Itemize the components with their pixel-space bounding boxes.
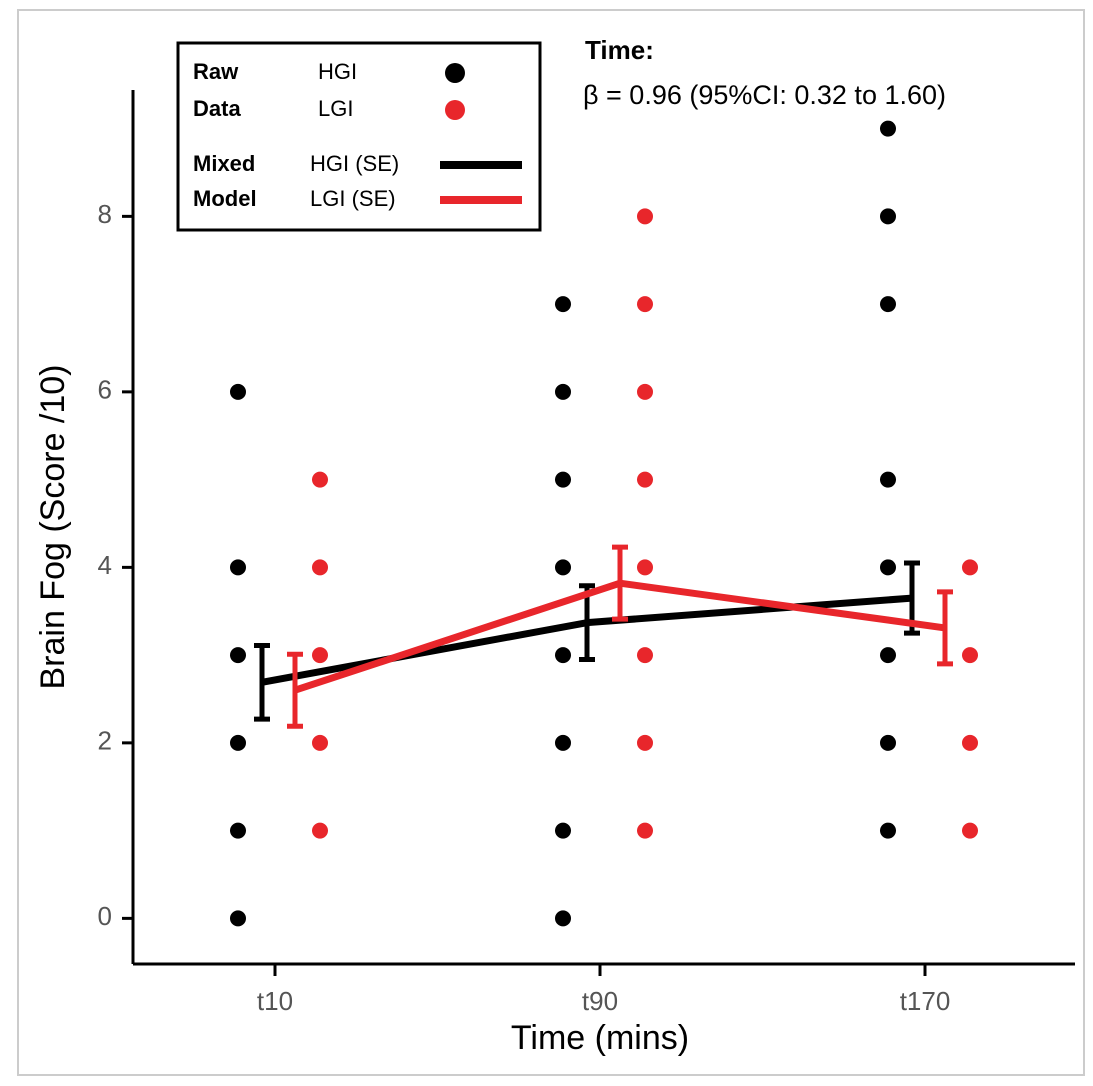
error-bar — [579, 583, 595, 663]
data-point — [880, 296, 896, 313]
error-bar — [254, 642, 270, 722]
legend-label: LGI — [318, 96, 353, 121]
data-point — [555, 734, 571, 751]
data-point — [962, 559, 978, 576]
data-point — [555, 910, 571, 927]
data-point — [637, 822, 653, 839]
data-point — [312, 822, 328, 839]
data-point — [637, 559, 653, 576]
data-point — [880, 471, 896, 488]
frame — [17, 9, 1085, 1076]
data-point — [880, 208, 896, 225]
y-tick-label: 0 — [98, 901, 112, 931]
data-point — [555, 471, 571, 488]
legend-group-title: Raw — [193, 59, 239, 84]
x-tick-label: t90 — [582, 986, 618, 1016]
data-point — [555, 647, 571, 664]
error-bar — [287, 651, 303, 729]
data-point — [230, 910, 246, 927]
x-tick-label: t10 — [257, 986, 293, 1016]
data-point — [555, 559, 571, 576]
data-point — [962, 822, 978, 839]
data-point — [555, 296, 571, 313]
error-bar — [612, 544, 628, 622]
data-point — [880, 734, 896, 751]
legend-label: HGI — [318, 59, 357, 84]
y-tick-label: 2 — [98, 726, 112, 756]
data-point — [637, 471, 653, 488]
y-tick-label: 4 — [98, 550, 112, 580]
data-point — [637, 647, 653, 664]
data-point — [962, 734, 978, 751]
data-point — [230, 559, 246, 576]
data-point — [555, 383, 571, 400]
error-bar — [937, 589, 953, 667]
x-axis-title: Time (mins) — [511, 1019, 689, 1057]
legend-group-title: Model — [193, 186, 257, 211]
y-tick-label: 8 — [98, 199, 112, 229]
data-point — [555, 822, 571, 839]
y-axis-title: Brain Fog (Score /10) — [34, 364, 72, 689]
data-point — [312, 647, 328, 664]
legend-label: HGI (SE) — [310, 151, 399, 176]
data-point — [637, 734, 653, 751]
data-point — [312, 559, 328, 576]
data-point — [880, 822, 896, 839]
legend-marker — [445, 63, 465, 83]
data-point — [880, 647, 896, 664]
data-point — [637, 296, 653, 313]
data-point — [230, 647, 246, 664]
legend-label: LGI (SE) — [310, 186, 396, 211]
data-point — [230, 822, 246, 839]
legend-marker — [445, 100, 465, 120]
legend-group-title: Data — [193, 96, 241, 121]
data-point — [637, 383, 653, 400]
data-point — [962, 647, 978, 664]
data-point — [880, 559, 896, 576]
y-tick-label: 6 — [98, 375, 112, 405]
legend-group-title: Mixed — [193, 151, 255, 176]
data-point — [312, 734, 328, 751]
data-point — [312, 471, 328, 488]
annotation: Time: — [585, 35, 654, 65]
x-tick-label: t170 — [900, 986, 951, 1016]
data-point — [637, 208, 653, 225]
annotation: β = 0.96 (95%CI: 0.32 to 1.60) — [583, 80, 946, 110]
data-point — [880, 120, 896, 137]
data-point — [230, 383, 246, 400]
data-point — [230, 734, 246, 751]
